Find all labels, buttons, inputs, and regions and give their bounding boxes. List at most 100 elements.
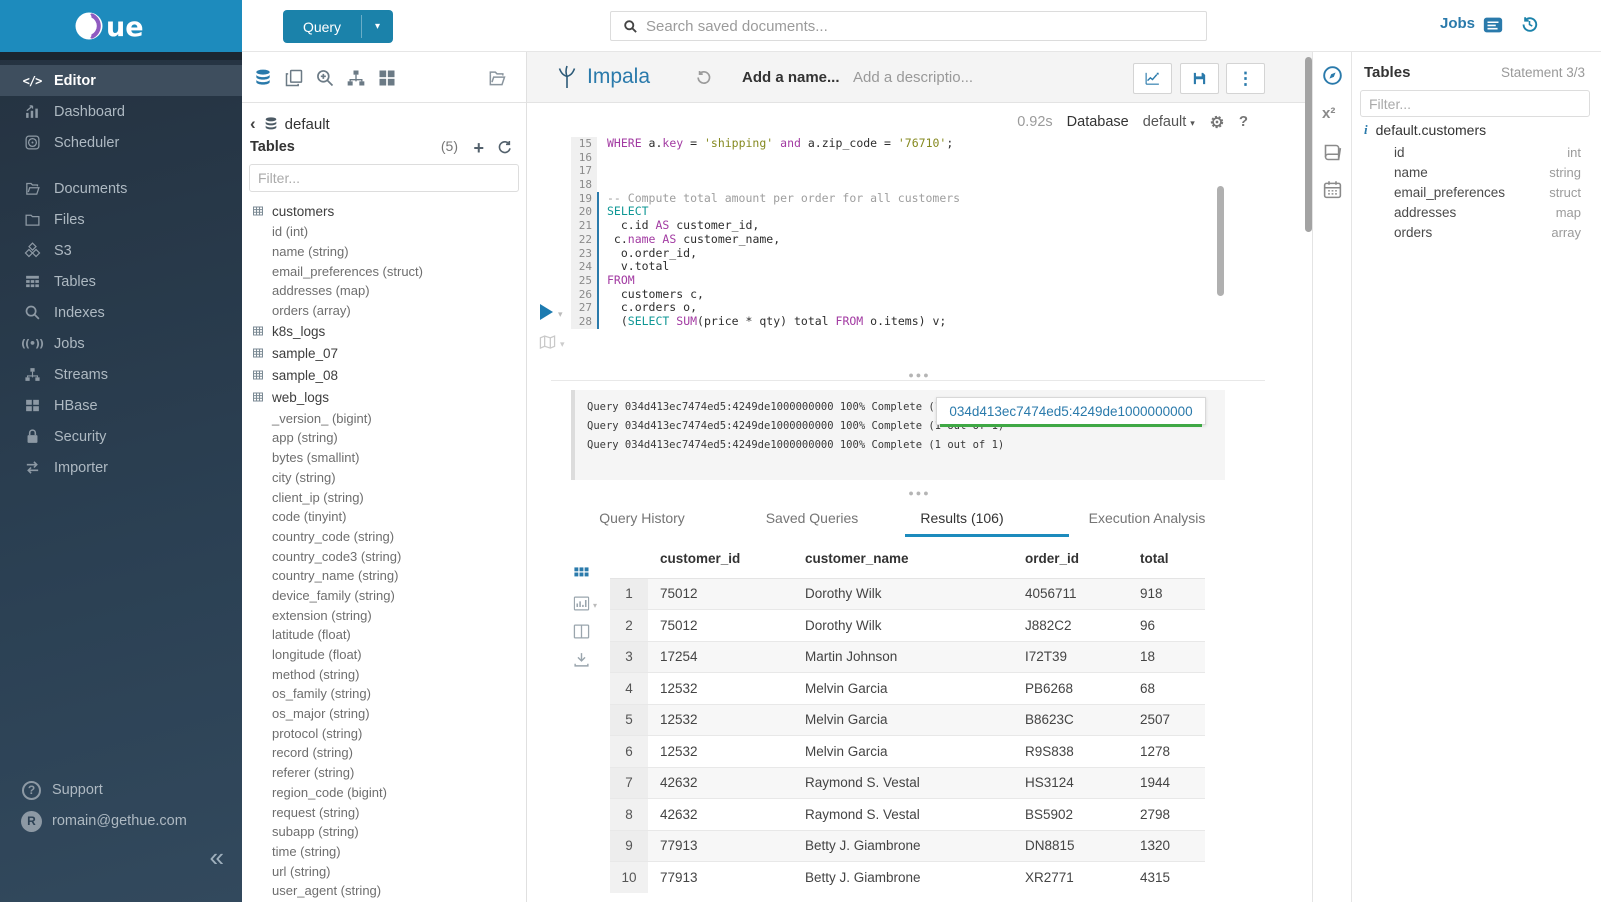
tree-column[interactable]: id (int) xyxy=(242,222,526,242)
tree-column[interactable]: request (string) xyxy=(242,802,526,822)
sitemap-icon[interactable] xyxy=(346,68,366,88)
result-cell[interactable]: 77913 xyxy=(648,830,793,862)
save-button[interactable] xyxy=(1180,63,1219,94)
sidebar-item-hbase[interactable]: HBase xyxy=(0,390,242,421)
documents-assist-icon[interactable] xyxy=(284,68,304,88)
code-line-24[interactable]: 24 v.total xyxy=(571,260,1231,274)
sidebar-item-importer[interactable]: Importer xyxy=(0,452,242,483)
right-column-name[interactable]: namestring xyxy=(1394,162,1581,182)
result-cell[interactable]: 17254 xyxy=(648,641,793,673)
sidebar-item-editor[interactable]: </>Editor xyxy=(0,65,242,96)
tree-column[interactable]: country_code (string) xyxy=(242,527,526,547)
result-row-2[interactable]: 275012Dorothy WilkJ882C296 xyxy=(610,610,1205,642)
settings-gear-icon[interactable] xyxy=(1209,114,1225,130)
tree-column[interactable]: url (string) xyxy=(242,861,526,881)
tree-column[interactable]: method (string) xyxy=(242,664,526,684)
minimap-icon[interactable] xyxy=(539,335,556,350)
column-header-total[interactable]: total xyxy=(1128,540,1205,578)
result-cell[interactable]: 2798 xyxy=(1128,799,1205,831)
result-row-1[interactable]: 175012Dorothy Wilk4056711918 xyxy=(610,578,1205,610)
tree-table-customers[interactable]: customers xyxy=(242,200,526,222)
result-cell[interactable]: 12532 xyxy=(648,736,793,768)
tree-column[interactable]: orders (array) xyxy=(242,301,526,321)
execute-button[interactable] xyxy=(540,304,553,320)
result-cell[interactable]: Raymond S. Vestal xyxy=(793,799,1013,831)
result-cell[interactable]: 12532 xyxy=(648,704,793,736)
search-input[interactable] xyxy=(646,18,1206,35)
tree-column[interactable]: addresses (map) xyxy=(242,281,526,301)
result-row-10[interactable]: 1077913Betty J. GiambroneXR27714315 xyxy=(610,862,1205,894)
tree-table-sample_08[interactable]: sample_08 xyxy=(242,364,526,386)
scheduler-calendar-icon[interactable] xyxy=(1322,179,1343,200)
result-cell[interactable]: 42632 xyxy=(648,799,793,831)
sidebar-item-jobs[interactable]: ((•))Jobs xyxy=(0,328,242,359)
result-row-6[interactable]: 612532Melvin GarciaR9S8381278 xyxy=(610,736,1205,768)
right-column-orders[interactable]: ordersarray xyxy=(1394,222,1581,242)
result-cell[interactable]: 1320 xyxy=(1128,830,1205,862)
kebab-menu-button[interactable]: ⋮ xyxy=(1226,63,1265,94)
result-row-3[interactable]: 317254Martin JohnsonI72T3918 xyxy=(610,641,1205,673)
active-table-row[interactable]: i default.customers xyxy=(1364,122,1486,138)
download-icon[interactable] xyxy=(573,651,590,668)
result-cell[interactable]: 1278 xyxy=(1128,736,1205,768)
result-cell[interactable]: HS3124 xyxy=(1013,767,1128,799)
result-cell[interactable]: Dorothy Wilk xyxy=(793,610,1013,642)
result-cell[interactable]: 75012 xyxy=(648,578,793,610)
result-row-5[interactable]: 512532Melvin GarciaB8623C2507 xyxy=(610,704,1205,736)
result-cell[interactable]: Betty J. Giambrone xyxy=(793,862,1013,894)
result-cell[interactable]: Melvin Garcia xyxy=(793,736,1013,768)
resize-handle-top[interactable]: ●●● xyxy=(527,370,1312,380)
table-filter-input[interactable] xyxy=(249,164,519,192)
tree-column[interactable]: city (string) xyxy=(242,468,526,488)
search-plus-icon[interactable] xyxy=(315,68,335,88)
result-row-9[interactable]: 977913Betty J. GiambroneDN88151320 xyxy=(610,830,1205,862)
chart-type-caret[interactable]: ▾ xyxy=(593,601,597,610)
sidebar-item-user[interactable]: R romain@gethue.com xyxy=(0,806,242,836)
tree-column[interactable]: os_major (string) xyxy=(242,704,526,724)
right-column-addresses[interactable]: addressesmap xyxy=(1394,202,1581,222)
tree-column[interactable]: user_agent (string) xyxy=(242,881,526,901)
database-select[interactable]: default▾ xyxy=(1143,114,1195,130)
tree-column[interactable]: country_code3 (string) xyxy=(242,546,526,566)
right-column-id[interactable]: idint xyxy=(1394,142,1581,162)
sidebar-item-files[interactable]: Files xyxy=(0,204,242,235)
help-icon[interactable]: ? xyxy=(1239,113,1248,130)
tree-column[interactable]: region_code (bigint) xyxy=(242,783,526,803)
result-cell[interactable]: PB6268 xyxy=(1013,673,1128,705)
minimap-caret[interactable]: ▾ xyxy=(560,339,565,350)
tree-column[interactable]: extension (string) xyxy=(242,605,526,625)
tree-column[interactable]: app (string) xyxy=(242,428,526,448)
language-reference-icon[interactable] xyxy=(1322,142,1343,163)
code-line-26[interactable]: 26 customers c, xyxy=(571,288,1231,302)
query-description-field[interactable]: Add a descriptio... xyxy=(853,69,973,86)
sidebar-item-security[interactable]: Security xyxy=(0,421,242,452)
sql-editor[interactable]: 15WHERE a.key = 'shipping' and a.zip_cod… xyxy=(571,137,1231,329)
main-scrollbar-thumb[interactable] xyxy=(1305,57,1312,232)
right-filter-input[interactable] xyxy=(1360,90,1590,117)
result-cell[interactable]: 4056711 xyxy=(1013,578,1128,610)
query-history-icon[interactable] xyxy=(1520,15,1539,34)
tree-table-sample_07[interactable]: sample_07 xyxy=(242,342,526,364)
code-line-18[interactable]: 18 xyxy=(571,178,1231,192)
execute-options-caret[interactable]: ▾ xyxy=(558,309,563,320)
result-cell[interactable]: B8623C xyxy=(1013,704,1128,736)
sidebar-item-s3[interactable]: S3 xyxy=(0,235,242,266)
sidebar-item-documents[interactable]: Documents xyxy=(0,173,242,204)
result-cell[interactable]: 96 xyxy=(1128,610,1205,642)
code-line-20[interactable]: 20SELECT xyxy=(571,205,1231,219)
column-header-customer_name[interactable]: customer_name xyxy=(793,540,1013,578)
right-column-email_preferences[interactable]: email_preferencesstruct xyxy=(1394,182,1581,202)
code-line-22[interactable]: 22 c.name AS customer_name, xyxy=(571,233,1231,247)
tab-execution-analysis[interactable]: Execution Analysis xyxy=(1089,503,1206,537)
tree-column[interactable]: client_ip (string) xyxy=(242,487,526,507)
result-chart-icon[interactable] xyxy=(573,595,590,612)
column-header-customer_id[interactable]: customer_id xyxy=(648,540,793,578)
tree-column[interactable]: device_family (string) xyxy=(242,586,526,606)
result-cell[interactable]: 918 xyxy=(1128,578,1205,610)
query-name-field[interactable]: Add a name... xyxy=(742,69,840,86)
sidebar-item-tables[interactable]: Tables xyxy=(0,266,242,297)
code-line-21[interactable]: 21 c.id AS customer_id, xyxy=(571,219,1231,233)
result-cell[interactable]: 68 xyxy=(1128,673,1205,705)
query-dropdown-caret[interactable]: ▾ xyxy=(362,10,393,43)
result-cell[interactable]: R9S838 xyxy=(1013,736,1128,768)
